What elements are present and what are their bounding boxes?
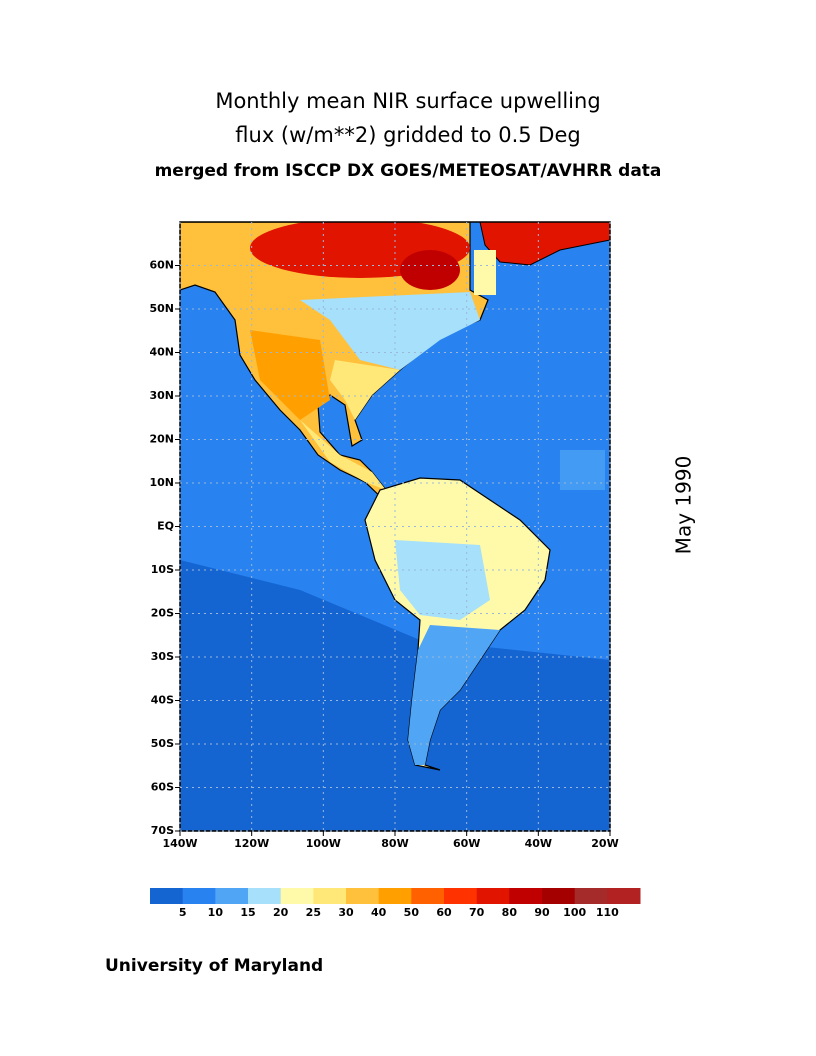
colorbar-box [150, 888, 184, 904]
lat-tick-label: 20S [151, 607, 174, 620]
colorbar-label: 30 [338, 906, 354, 919]
east-low [300, 292, 480, 370]
southeast [330, 360, 400, 420]
colorbar-label: 80 [502, 906, 518, 919]
colorbar-label: 15 [240, 906, 255, 919]
lat-tick-label: 50S [151, 737, 174, 750]
lat-tick-label: 10N [149, 476, 174, 489]
colorbar-box [215, 888, 249, 904]
colorbar-box [607, 888, 641, 904]
lat-tick-label: 40N [149, 346, 174, 359]
greenland-coast [474, 250, 496, 295]
africa-edge [560, 450, 605, 490]
colorbar-box [378, 888, 412, 904]
colorbar-label: 10 [208, 906, 224, 919]
colorbar-box [248, 888, 282, 904]
title-line: Monthly mean NIR surface upwelling [215, 89, 600, 113]
lon-tick-label: 80W [381, 837, 408, 850]
southern-ocean [180, 560, 610, 831]
colorbar-label: 100 [563, 906, 586, 919]
lat-tick-label: 70S [151, 824, 174, 837]
lat-tick-label: 40S [151, 694, 174, 707]
lon-tick-label: 20W [591, 837, 618, 850]
central-america [300, 420, 386, 490]
colorbar-label: 60 [436, 906, 452, 919]
lat-tick-label: EQ [157, 520, 174, 533]
labrador-high [400, 250, 460, 290]
lat-tick-label: 10S [151, 563, 174, 576]
lat-tick-label: 20N [149, 433, 174, 446]
lat-tick-label: 30S [151, 650, 174, 663]
colorbar-box [542, 888, 576, 904]
lat-tick-label: 60N [149, 259, 174, 272]
colorbar-box [444, 888, 478, 904]
lon-tick-label: 120W [234, 837, 269, 850]
greenland [479, 222, 610, 266]
lat-tick-label: 50N [149, 302, 174, 315]
colorbar-label: 50 [404, 906, 420, 919]
colorbar-label: 40 [371, 906, 387, 919]
credit: University of Maryland [105, 956, 323, 976]
colorbar-box [346, 888, 380, 904]
colorbar-label: 25 [306, 906, 321, 919]
lat-tick-label: 30N [149, 389, 174, 402]
colorbar-label: 5 [179, 906, 187, 919]
lon-tick-label: 140W [162, 837, 197, 850]
colorbar-box [182, 888, 216, 904]
subtitle: merged from ISCCP DX GOES/METEOSAT/AVHRR… [155, 161, 662, 181]
colorbar-box [313, 888, 347, 904]
colorbar-label: 20 [273, 906, 289, 919]
date-label: May 1990 [672, 456, 696, 555]
lon-tick-label: 60W [453, 837, 480, 850]
colorbar-box [509, 888, 543, 904]
colorbar-box [476, 888, 510, 904]
colorbar-label: 110 [596, 906, 619, 919]
colorbar-box [574, 888, 608, 904]
colorbar-label: 90 [534, 906, 550, 919]
colorbar-label: 70 [469, 906, 485, 919]
title-line: flux (w/m**2) gridded to 0.5 Deg [235, 123, 580, 147]
colorbar-box [411, 888, 445, 904]
lon-tick-label: 40W [525, 837, 552, 850]
colorbar-box [280, 888, 314, 904]
lat-tick-label: 60S [151, 781, 174, 794]
lon-tick-label: 100W [306, 837, 341, 850]
southern-cone [408, 625, 500, 765]
